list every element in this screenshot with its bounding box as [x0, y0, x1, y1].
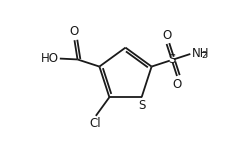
- Text: O: O: [70, 25, 79, 38]
- Text: O: O: [172, 78, 181, 91]
- Text: HO: HO: [41, 52, 59, 65]
- Text: Cl: Cl: [89, 117, 100, 130]
- Text: NH: NH: [191, 47, 209, 60]
- Text: 2: 2: [201, 51, 206, 60]
- Text: O: O: [161, 29, 170, 42]
- Text: S: S: [168, 53, 175, 66]
- Text: S: S: [138, 99, 145, 112]
